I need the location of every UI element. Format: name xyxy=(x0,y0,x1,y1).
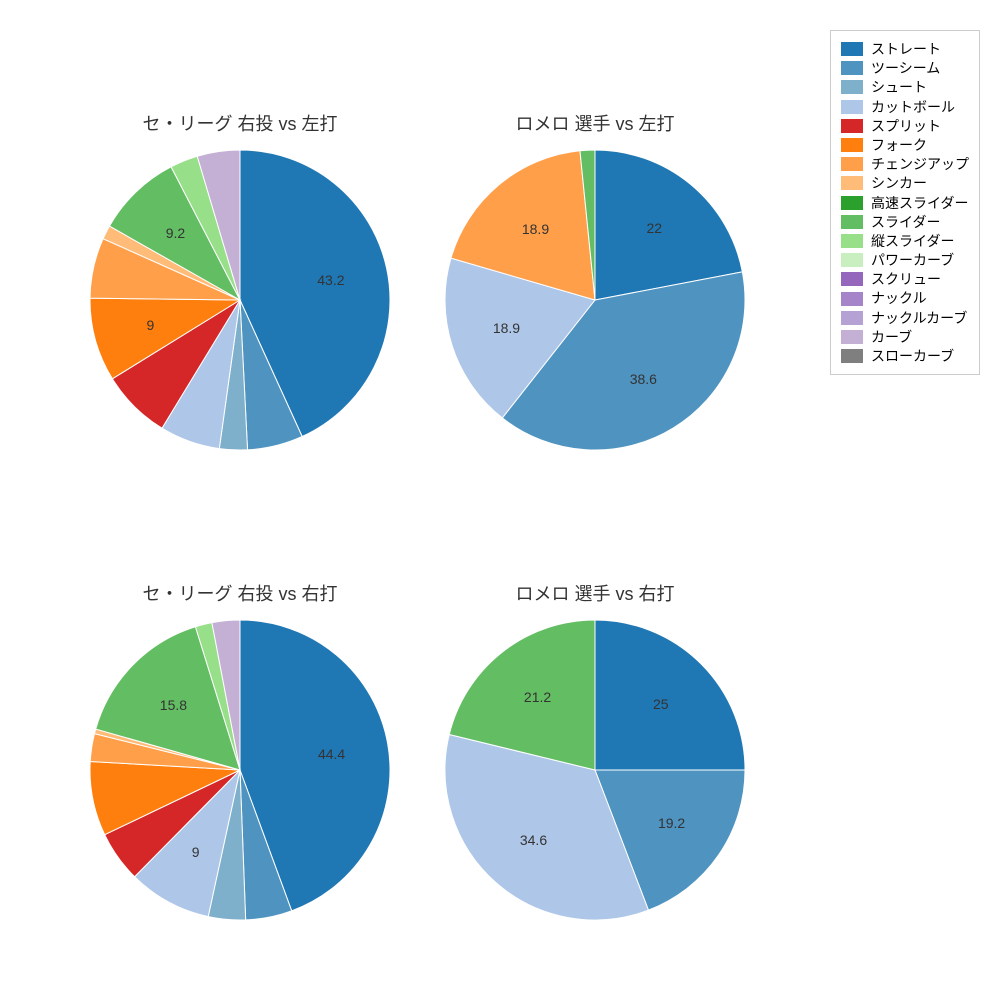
legend-item: カットボール xyxy=(841,98,969,116)
legend-label: スクリュー xyxy=(871,270,941,288)
legend-item: カーブ xyxy=(841,328,969,346)
legend-label: スローカーブ xyxy=(871,347,954,365)
legend-swatch xyxy=(841,272,863,286)
legend-label: フォーク xyxy=(871,136,927,154)
legend-item: チェンジアップ xyxy=(841,155,969,173)
legend-item: スクリュー xyxy=(841,270,969,288)
legend-item: パワーカーブ xyxy=(841,251,969,269)
slice-label: 18.9 xyxy=(522,221,549,237)
legend-swatch xyxy=(841,349,863,363)
legend-label: カーブ xyxy=(871,328,912,346)
legend-label: カットボール xyxy=(871,98,955,116)
legend-label: パワーカーブ xyxy=(871,251,954,269)
legend-swatch xyxy=(841,253,863,267)
chart-title: セ・リーグ 右投 vs 右打 xyxy=(90,580,390,606)
legend-item: スローカーブ xyxy=(841,347,969,365)
legend-swatch xyxy=(841,119,863,133)
pie-chart: セ・リーグ 右投 vs 左打43.299.2 xyxy=(90,150,390,450)
legend-label: スライダー xyxy=(871,213,940,231)
legend-swatch xyxy=(841,196,863,210)
legend-label: ツーシーム xyxy=(871,59,940,77)
legend-swatch xyxy=(841,234,863,248)
slice-label: 21.2 xyxy=(524,689,551,705)
legend-item: 縦スライダー xyxy=(841,232,969,250)
slice-label: 9.2 xyxy=(166,225,185,241)
slice-label: 25 xyxy=(653,696,669,712)
pie-slice xyxy=(595,620,745,770)
slice-label: 19.2 xyxy=(658,815,685,831)
legend-item: スプリット xyxy=(841,117,969,135)
legend-label: ナックルカーブ xyxy=(871,309,967,327)
legend-item: フォーク xyxy=(841,136,969,154)
legend-item: スライダー xyxy=(841,213,969,231)
legend-label: ナックル xyxy=(871,289,927,307)
slice-label: 18.9 xyxy=(493,320,520,336)
slice-label: 9 xyxy=(192,844,200,860)
pie-chart: セ・リーグ 右投 vs 右打44.4915.8 xyxy=(90,620,390,920)
pie-svg xyxy=(445,620,745,920)
legend-label: ストレート xyxy=(871,40,941,58)
legend-item: シンカー xyxy=(841,174,969,192)
legend-item: シュート xyxy=(841,78,969,96)
slice-label: 22 xyxy=(646,220,662,236)
pie-chart: ロメロ 選手 vs 左打2238.618.918.9 xyxy=(445,150,745,450)
legend-label: スプリット xyxy=(871,117,941,135)
legend-swatch xyxy=(841,292,863,306)
chart-title: セ・リーグ 右投 vs 左打 xyxy=(90,110,390,136)
legend-label: シュート xyxy=(871,78,927,96)
legend-swatch xyxy=(841,215,863,229)
chart-title: ロメロ 選手 vs 右打 xyxy=(445,580,745,606)
slice-label: 9 xyxy=(146,317,154,333)
pie-svg xyxy=(90,620,390,920)
legend-item: ツーシーム xyxy=(841,59,969,77)
legend-item: ストレート xyxy=(841,40,969,58)
chart-title: ロメロ 選手 vs 左打 xyxy=(445,110,745,136)
legend-swatch xyxy=(841,42,863,56)
slice-label: 38.6 xyxy=(630,371,657,387)
pie-chart: ロメロ 選手 vs 右打2519.234.621.2 xyxy=(445,620,745,920)
slice-label: 34.6 xyxy=(520,832,547,848)
legend-swatch xyxy=(841,311,863,325)
legend-swatch xyxy=(841,330,863,344)
legend-swatch xyxy=(841,157,863,171)
pie-svg xyxy=(445,150,745,450)
legend-swatch xyxy=(841,61,863,75)
legend-label: チェンジアップ xyxy=(871,155,969,173)
slice-label: 43.2 xyxy=(317,272,344,288)
legend-item: 高速スライダー xyxy=(841,194,969,212)
legend-swatch xyxy=(841,100,863,114)
legend: ストレートツーシームシュートカットボールスプリットフォークチェンジアップシンカー… xyxy=(830,30,980,375)
legend-swatch xyxy=(841,176,863,190)
legend-swatch xyxy=(841,80,863,94)
legend-swatch xyxy=(841,138,863,152)
pie-svg xyxy=(90,150,390,450)
legend-item: ナックル xyxy=(841,289,969,307)
slice-label: 15.8 xyxy=(160,697,187,713)
legend-label: 高速スライダー xyxy=(871,194,968,212)
slice-label: 44.4 xyxy=(318,746,345,762)
legend-label: 縦スライダー xyxy=(871,232,954,250)
legend-label: シンカー xyxy=(871,174,927,192)
legend-item: ナックルカーブ xyxy=(841,309,969,327)
